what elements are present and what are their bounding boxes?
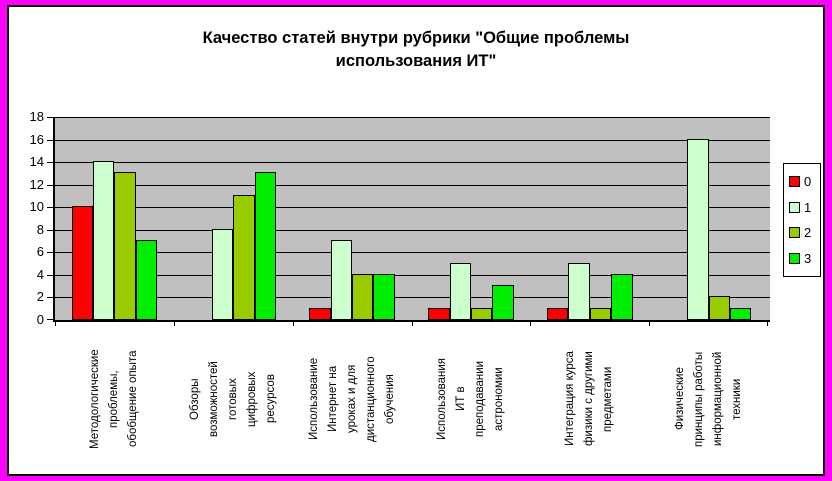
bar-series-2-group-6	[708, 296, 730, 320]
x-axis-tick-6	[767, 322, 768, 326]
y-axis-tick-18	[47, 117, 53, 118]
y-axis-tick-10	[47, 207, 53, 209]
legend-swatch-icon	[789, 252, 800, 264]
bar-series-0-group-3	[309, 307, 331, 320]
y-axis-tick-label-8: 8	[36, 221, 44, 237]
x-axis-category-label: Методологические проблемы, обобщение опы…	[88, 349, 139, 449]
bar-series-1-group-1	[93, 161, 115, 320]
x-axis-tick-4	[530, 322, 531, 326]
x-label-cell-4: Использования ИТ в преподавании астроном…	[411, 325, 530, 473]
y-axis-tick-label-16: 16	[29, 131, 44, 147]
y-axis-tick-label-4: 4	[36, 266, 44, 282]
chart-canvas: Качество статей внутри рубрики "Общие пр…	[7, 5, 825, 476]
x-axis-category-label: Обзоры возможностей готовых цифровых рес…	[188, 361, 277, 437]
bar-series-2-group-5	[589, 307, 612, 320]
legend-item-0: 0	[789, 174, 820, 189]
bar-series-0-group-4	[428, 307, 450, 320]
bar-series-0-group-1	[71, 206, 93, 320]
x-label-cell-2: Обзоры возможностей готовых цифровых рес…	[174, 325, 293, 473]
bar-series-2-group-2	[233, 194, 255, 320]
y-axis-tick-label-18: 18	[29, 109, 44, 124]
x-axis-tick-1	[174, 322, 175, 326]
gridline-y10	[55, 207, 770, 209]
y-axis-tick-label-6: 6	[36, 244, 44, 260]
gridline-y6	[55, 252, 770, 254]
x-axis-labels: Методологические проблемы, обобщение опы…	[55, 325, 768, 473]
y-axis-tick-label-14: 14	[29, 154, 44, 170]
gridline-y18	[55, 117, 770, 118]
y-axis-tick-label-10: 10	[29, 199, 44, 215]
bar-series-3-group-1	[135, 240, 158, 320]
y-axis-tick-label-0: 0	[36, 312, 44, 327]
bar-series-1-group-6	[687, 138, 709, 320]
legend-series-label: 0	[804, 174, 812, 190]
chart-title: Качество статей внутри рубрики "Общие пр…	[202, 29, 630, 70]
bar-series-3-group-6	[729, 307, 752, 320]
x-label-cell-1: Методологические проблемы, обобщение опы…	[55, 325, 174, 473]
bar-series-1-group-2	[211, 228, 234, 320]
y-axis-tick-16	[47, 139, 53, 141]
x-label-cell-6: Физические принципы работы информационно…	[649, 325, 768, 473]
legend-swatch-icon	[789, 227, 800, 239]
legend-item-3: 3	[789, 251, 820, 266]
legend-series-label: 2	[804, 225, 812, 241]
x-label-cell-3: Использование Интернет на уроках и для д…	[293, 325, 412, 473]
x-label-cell-5: Интеграция курса физики с другими предме…	[530, 325, 649, 473]
gridline-y2	[55, 297, 770, 299]
bar-series-0-group-5	[546, 307, 569, 320]
y-axis-tick-14	[47, 162, 53, 164]
y-axis: 0 2 4 6 8 10 12 14 16 18	[9, 109, 53, 327]
y-axis-tick-6	[47, 252, 53, 254]
bar-series-2-group-1	[114, 172, 136, 320]
x-axis-category-label: Использование Интернет на уроках и для д…	[307, 356, 396, 442]
bar-series-3-group-3	[373, 273, 395, 320]
gridline-y14	[55, 162, 770, 164]
y-axis-tick-label-12: 12	[29, 176, 44, 192]
x-axis-ticks	[55, 322, 769, 327]
x-axis-tick-0	[55, 322, 56, 326]
x-axis-tick-2	[293, 322, 294, 326]
bar-series-3-group-5	[611, 273, 633, 320]
y-axis-tick-12	[47, 184, 53, 186]
y-axis-tick-label-2: 2	[36, 289, 44, 305]
x-axis-category-label: Физические принципы работы информационно…	[673, 351, 743, 447]
x-axis-tick-3	[412, 322, 413, 326]
gridline-y16	[55, 139, 770, 141]
plot-area	[53, 117, 770, 322]
legend-series-label: 1	[804, 199, 812, 215]
bar-series-1-group-5	[568, 262, 590, 320]
gridline-y8	[55, 229, 770, 231]
y-axis-tick-0	[47, 319, 53, 320]
legend-swatch-icon	[789, 201, 800, 213]
bar-series-3-group-2	[254, 172, 277, 320]
gridline-y12	[55, 184, 770, 186]
x-axis-category-label: Интеграция курса физики с другими предме…	[564, 351, 615, 447]
x-axis-category-label: Использования ИТ в преподавании астроном…	[435, 358, 505, 441]
legend-item-1: 1	[789, 200, 820, 215]
bar-series-1-group-4	[449, 262, 471, 320]
x-axis-tick-5	[649, 322, 650, 326]
legend-swatch-icon	[789, 176, 800, 188]
bar-series-2-group-3	[352, 273, 374, 320]
y-axis-tick-4	[47, 274, 53, 276]
bar-series-1-group-3	[330, 240, 353, 320]
legend: 0 1 2 3	[783, 163, 821, 277]
y-axis-tick-8	[47, 229, 53, 231]
y-axis-tick-2	[47, 297, 53, 299]
bar-series-2-group-4	[470, 307, 493, 320]
bar-series-3-group-4	[492, 285, 514, 320]
gridline-y4	[55, 274, 770, 276]
legend-series-label: 3	[804, 250, 812, 266]
legend-item-2: 2	[789, 225, 820, 240]
